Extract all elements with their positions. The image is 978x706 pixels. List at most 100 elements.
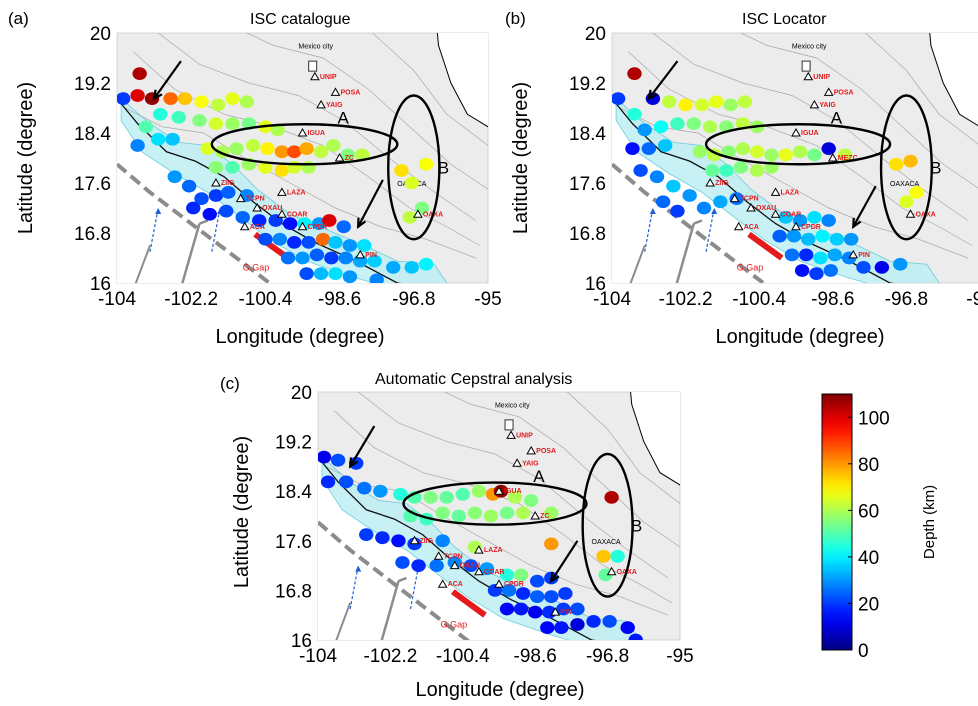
zone-a-ellipse: [704, 123, 892, 166]
station-label: IGUA: [308, 130, 326, 137]
station-label: ZC: [345, 155, 354, 162]
station-marker: [330, 87, 341, 96]
depth-contour-5: [620, 107, 968, 259]
coastline: [318, 456, 596, 640]
earthquake-point: [270, 123, 285, 137]
station-label: ACA: [250, 224, 265, 231]
earthquake-point: [686, 117, 701, 131]
earthquake-point: [177, 92, 193, 106]
earthquake-point: [602, 615, 617, 628]
earthquake-point: [385, 260, 401, 274]
earthquake-point: [338, 251, 353, 265]
colorbar-tick-label: 20: [858, 594, 879, 615]
depth-contour-3: [246, 33, 488, 190]
earthquake-point: [245, 139, 261, 152]
depth-contour-5: [125, 107, 476, 259]
earthquake-point: [138, 120, 154, 134]
y-tick-label: 17.6: [569, 174, 606, 195]
earthquake-point: [704, 164, 720, 177]
earthquake-point: [713, 195, 728, 209]
panel-title: Automatic Cepstral analysis: [375, 371, 572, 388]
earthquake-point: [404, 260, 419, 274]
earthquake-point: [888, 157, 904, 171]
earthquake-point: [322, 214, 337, 227]
earthquake-point: [171, 110, 187, 124]
station-marker: [433, 551, 444, 560]
earthquake-point: [499, 568, 515, 582]
earthquake-point: [194, 192, 209, 206]
earthquake-point: [764, 148, 779, 162]
depth-contour-3: [443, 392, 680, 548]
pointer-arrow: [357, 179, 384, 228]
station-marker: [770, 187, 781, 196]
earthquake-point: [117, 92, 131, 106]
x-tick-label: -100.4: [732, 289, 786, 310]
earthquake-point: [778, 148, 793, 162]
fracture-zone: [629, 245, 646, 283]
earthquake-point: [610, 549, 625, 563]
y-axis-label: Latitude (degree): [15, 82, 37, 234]
colorbar-label: Depth (km): [921, 485, 938, 559]
earthquake-point: [439, 491, 454, 504]
depth-contour-4: [864, 33, 978, 145]
earthquake-point: [336, 220, 351, 234]
gulf: [929, 33, 978, 126]
depth-contour-3: [739, 33, 978, 189]
station-label: OXAU: [756, 205, 776, 212]
earthquake-point: [340, 148, 356, 162]
mexico-city-icon: [801, 60, 811, 72]
plate-motion-arrow: [211, 207, 221, 252]
y-tick-label: 19.2: [569, 74, 606, 95]
earthquake-point: [130, 89, 145, 102]
station-marker: [211, 177, 221, 187]
earthquake-point: [130, 139, 145, 152]
earthquake-point: [786, 229, 802, 243]
earthquake-point: [899, 195, 914, 209]
plate-motion-arrow: [409, 565, 420, 610]
station-label: ACA: [448, 581, 463, 588]
y-tick-label: 19.2: [74, 74, 111, 95]
earthquake-point: [570, 618, 585, 631]
earthquake-point: [455, 487, 470, 501]
gulf: [630, 392, 680, 485]
station-marker: [526, 445, 537, 455]
earthquake-point: [554, 621, 569, 634]
earthquake-point: [287, 235, 302, 249]
earthquake-point: [393, 487, 408, 501]
station-marker: [733, 221, 744, 231]
station-label: ZIIG: [420, 538, 434, 545]
station-marker: [297, 221, 308, 231]
earthquake-point: [423, 491, 438, 504]
station-marker: [803, 71, 814, 81]
earthquake-point: [326, 139, 341, 152]
earthquake-point: [823, 264, 838, 277]
station-label: POSA: [536, 448, 556, 455]
earthquake-point: [813, 251, 828, 265]
station-marker: [494, 486, 504, 495]
mexico-city-label: Mexico city: [298, 44, 333, 51]
earthquake-point: [821, 214, 836, 227]
station-label: UNIP: [320, 74, 337, 81]
pointer-arrowhead: [152, 89, 163, 101]
station-label: UNIP: [813, 74, 830, 81]
earthquake-point: [794, 264, 810, 277]
plate-motion-arrow: [349, 565, 359, 610]
station-marker: [530, 510, 541, 520]
earthquake-point: [721, 145, 736, 159]
earthquake-point: [210, 98, 226, 112]
station-label: ZIIG: [221, 180, 235, 187]
station-label: OXAU: [460, 563, 480, 570]
station-label: OXAU: [262, 205, 282, 212]
earthquake-point: [694, 98, 710, 112]
earthquake-point: [733, 160, 748, 174]
earthquake-point: [709, 95, 724, 109]
guerrero-gap-label: G.Gap: [243, 263, 270, 273]
earthquake-point: [357, 481, 372, 495]
earthquake-point: [330, 453, 346, 467]
earthquake-point: [435, 534, 450, 548]
x-tick-label: -100.4: [238, 289, 292, 310]
plate-motion-arrowhead: [502, 640, 508, 648]
y-tick-label: 17.6: [275, 532, 312, 553]
